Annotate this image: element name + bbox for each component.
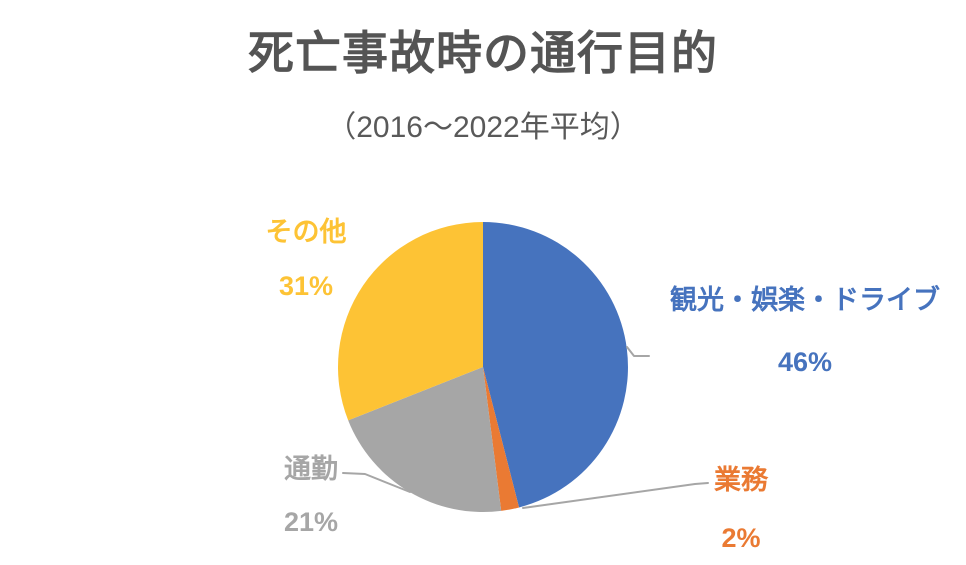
chart-title: 死亡事故時の通行目的 (248, 27, 718, 79)
pie-label-tourism: 観光・娯楽・ドライブ 46% (670, 287, 940, 376)
leader-line-business (522, 482, 709, 509)
pie-label-business-percent: 2% (721, 523, 761, 553)
pie-label-tourism-name: 観光・娯楽・ドライブ (670, 285, 940, 315)
pie-label-other: その他 31% (266, 219, 347, 300)
pie-label-other-percent: 31% (278, 271, 334, 301)
pie-label-commute-name: 通勤 (283, 454, 338, 484)
pie-label-tourism-percent: 46% (777, 347, 833, 377)
leader-line-tourism (626, 346, 650, 357)
pie-label-business-name: 業務 (714, 465, 768, 495)
pie-label-other-name: その他 (265, 217, 347, 247)
pie-slice-4 (337, 222, 483, 421)
pie-slices (337, 222, 628, 513)
chart-subtitle: （2016〜2022年平均） (326, 111, 640, 144)
pie-slice-1 (483, 222, 628, 508)
pie-label-commute: 通勤 21% (284, 456, 338, 536)
pie-label-business: 業務 2% (714, 467, 768, 552)
leader-line-commute (342, 472, 411, 493)
pie-label-commute-percent: 21% (283, 507, 339, 537)
pie-slice-2 (483, 367, 520, 511)
pie-slice-3 (348, 367, 502, 513)
